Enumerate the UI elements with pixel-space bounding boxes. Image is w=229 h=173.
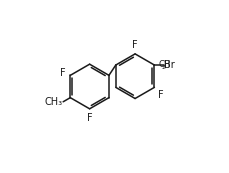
Text: CH: CH: [158, 60, 171, 69]
Text: F: F: [158, 90, 164, 100]
Text: F: F: [87, 113, 93, 123]
Text: F: F: [132, 40, 138, 50]
Text: F: F: [60, 68, 66, 78]
Text: Br: Br: [164, 60, 175, 70]
Text: CH₃: CH₃: [44, 97, 62, 107]
Text: 2: 2: [162, 65, 166, 70]
